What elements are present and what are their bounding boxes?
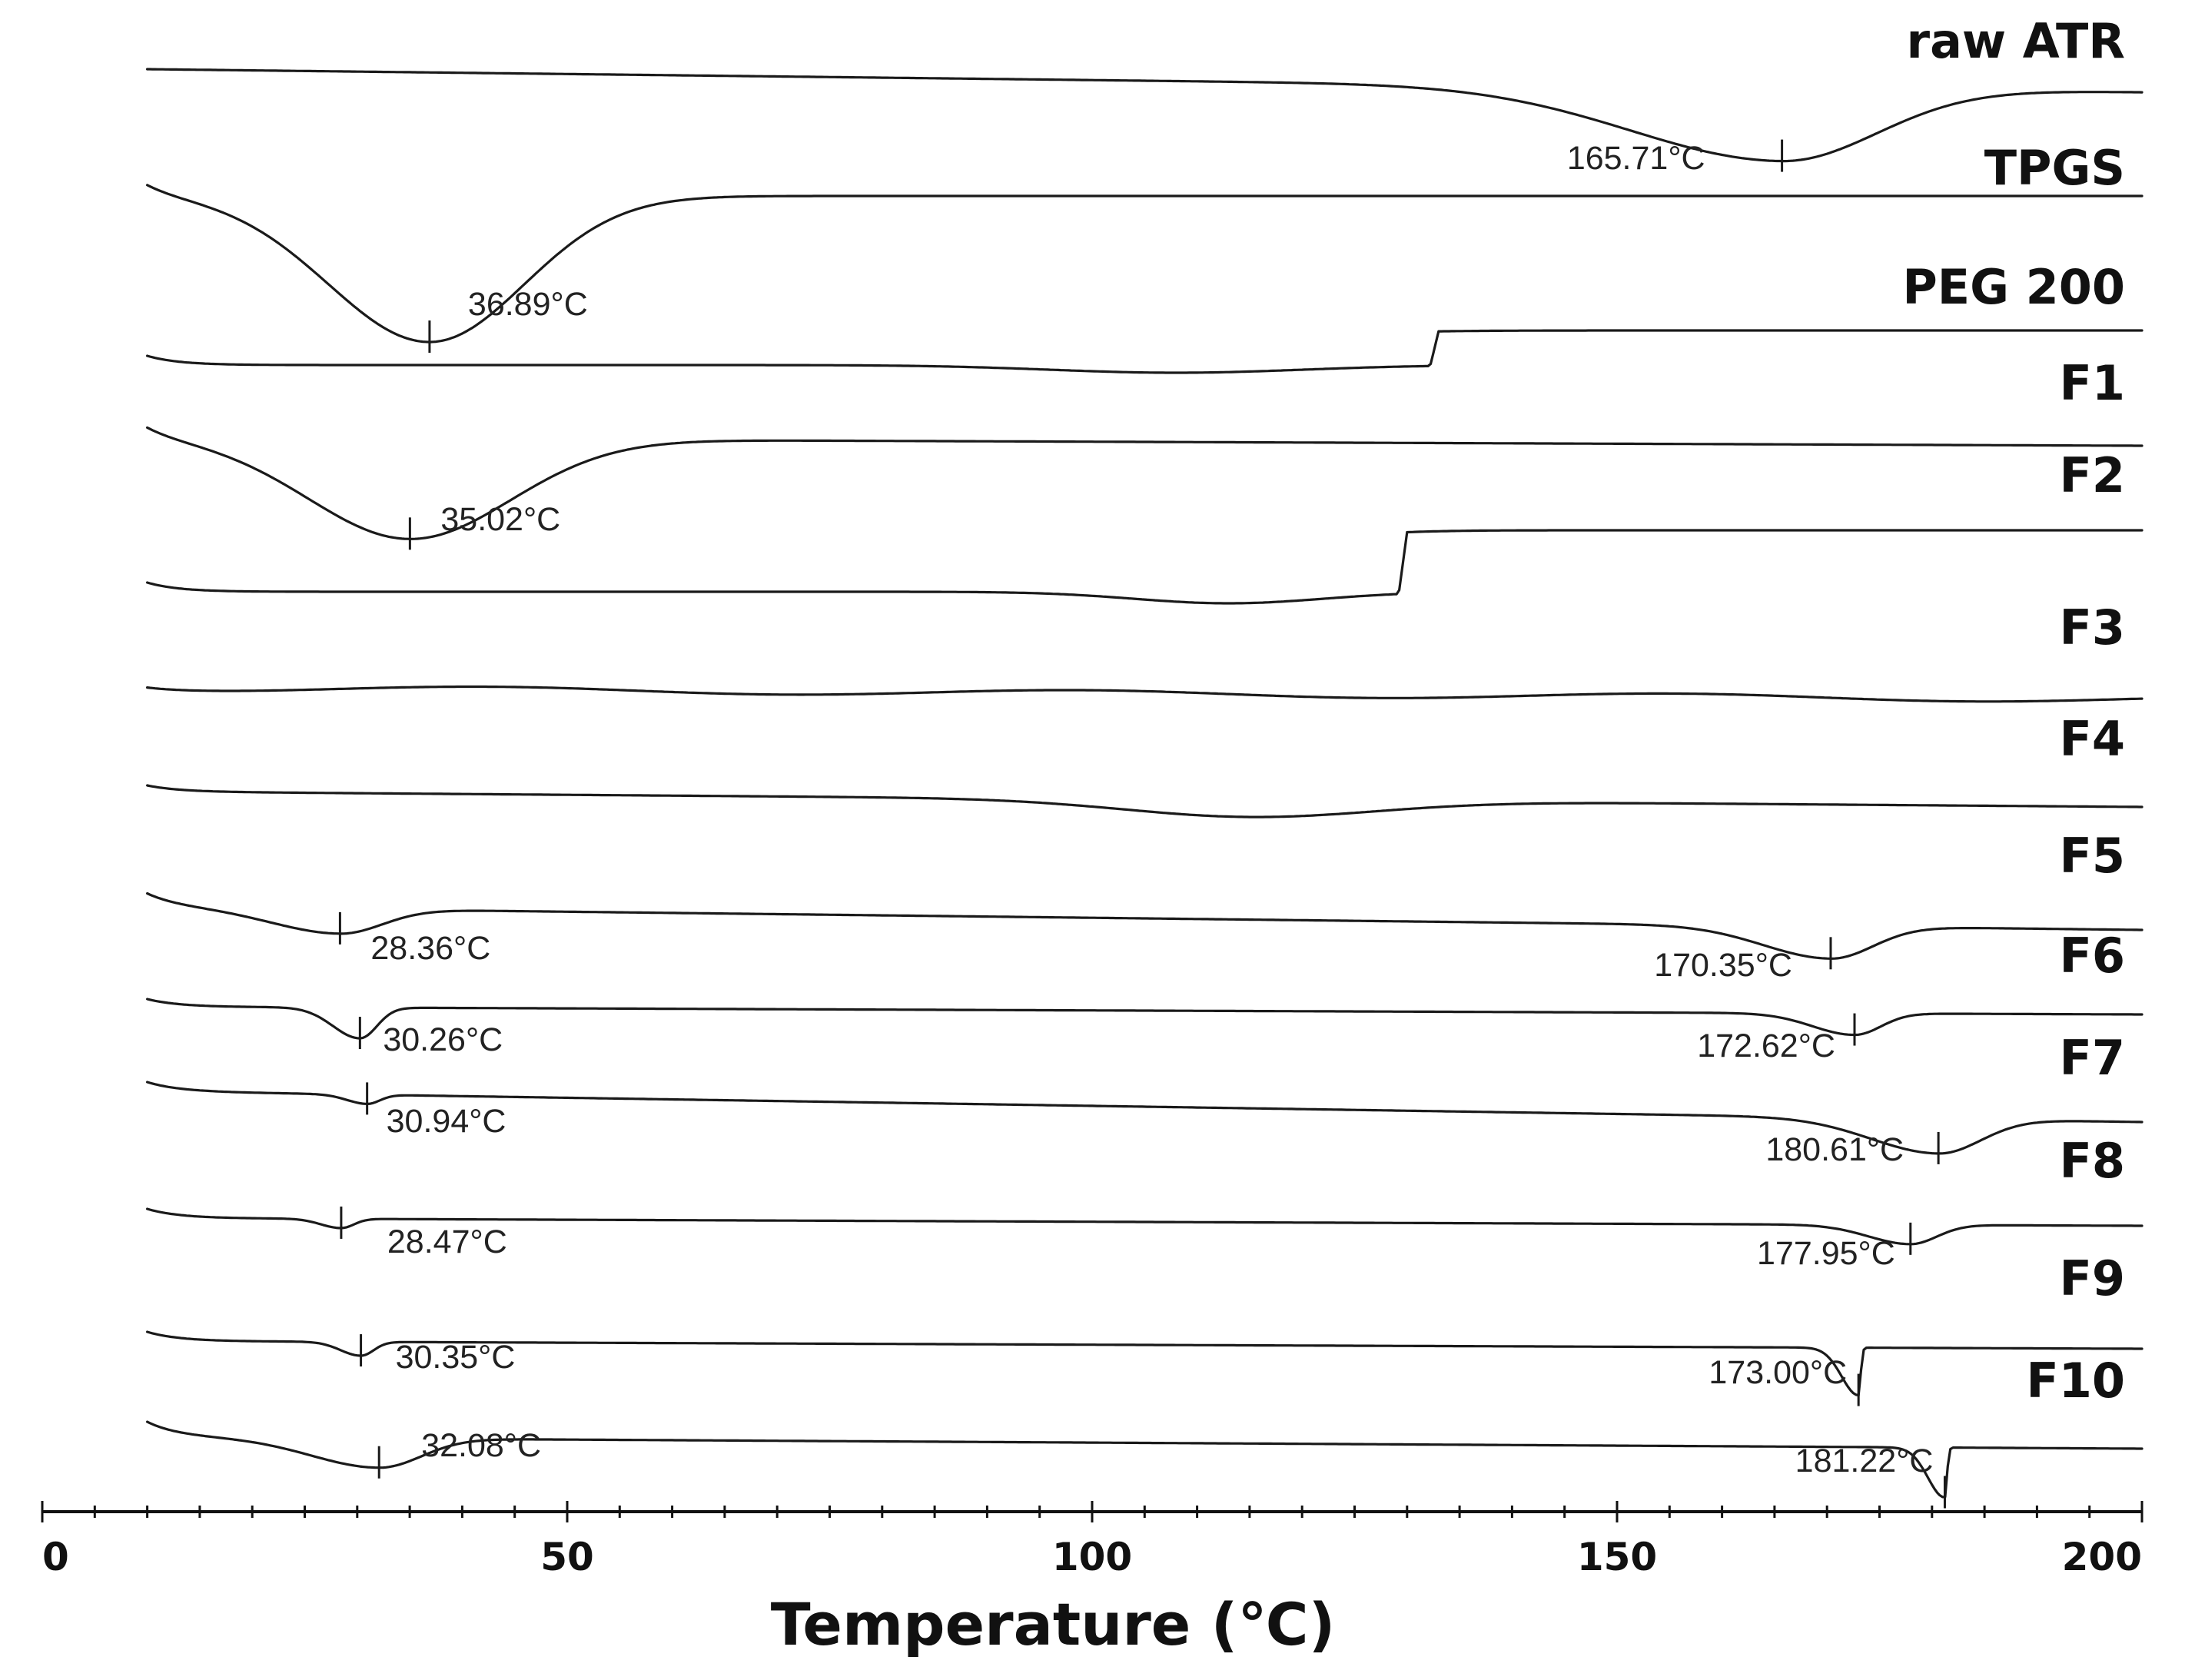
curve-raw-atr xyxy=(146,68,2144,163)
series-label: F5 xyxy=(2060,828,2126,884)
peak-label: 180.61°C xyxy=(1765,1131,1904,1168)
x-axis: 0 50 100 150 200 xyxy=(41,1501,2144,1579)
peak-label: 36.89°C xyxy=(468,286,588,323)
series-label: F9 xyxy=(2060,1250,2126,1306)
series-label: F6 xyxy=(2060,928,2126,984)
series-label: raw ATR xyxy=(1907,13,2125,69)
series-label: F3 xyxy=(2060,599,2126,656)
peak-label: 30.26°C xyxy=(383,1021,503,1058)
x-tick-label: 150 xyxy=(1577,1535,1657,1579)
labels-layer: raw ATR 165.71°C TPGS 36.89°C PEG 200 F1 35.02… xyxy=(338,13,2126,1509)
series-label: F7 xyxy=(2060,1030,2126,1086)
curve-f4 xyxy=(146,784,2144,818)
series-label: F10 xyxy=(2026,1353,2125,1409)
series-label: F1 xyxy=(2060,355,2126,411)
curve-f10 xyxy=(146,1420,2144,1499)
peak-label: 28.36°C xyxy=(370,930,490,967)
curve-f8 xyxy=(146,1207,2144,1246)
x-tick-label: 0 xyxy=(42,1535,69,1579)
curve-f7 xyxy=(146,1081,2144,1155)
peak-label: 173.00°C xyxy=(1709,1354,1847,1391)
series-label: TPGS xyxy=(1984,140,2125,196)
x-tick-label: 200 xyxy=(2062,1535,2142,1579)
series-label: F2 xyxy=(2060,447,2126,503)
curve-f3 xyxy=(146,685,2144,703)
curve-f2 xyxy=(146,529,2144,605)
peak-label: 35.02°C xyxy=(440,501,560,538)
peak-label: 165.71°C xyxy=(1567,140,1705,177)
series-label: PEG 200 xyxy=(1902,259,2125,315)
series-label: F4 xyxy=(2060,711,2126,767)
curve-f6 xyxy=(146,998,2144,1040)
series-label: F8 xyxy=(2060,1133,2126,1189)
x-tick-label: 100 xyxy=(1052,1535,1132,1579)
curves-layer xyxy=(146,68,2144,1499)
peak-label: 181.22°C xyxy=(1795,1443,1934,1479)
curve-f1 xyxy=(146,426,2144,540)
peak-label: 30.94°C xyxy=(387,1103,506,1140)
curve-peg-200 xyxy=(146,329,2144,374)
curve-f5 xyxy=(146,891,2144,960)
peak-label: 172.62°C xyxy=(1697,1028,1835,1064)
peak-label: 170.35°C xyxy=(1654,947,1792,984)
peak-label: 32.08°C xyxy=(421,1427,541,1464)
peak-label: 177.95°C xyxy=(1757,1235,1895,1272)
curve-f9 xyxy=(146,1330,2144,1397)
peak-label: 30.35°C xyxy=(396,1339,516,1376)
peak-label: 28.47°C xyxy=(387,1223,507,1260)
curve-tpgs xyxy=(146,184,2144,344)
x-tick-label: 50 xyxy=(540,1535,594,1579)
x-axis-title: Temperature (℃) xyxy=(771,1590,1336,1658)
